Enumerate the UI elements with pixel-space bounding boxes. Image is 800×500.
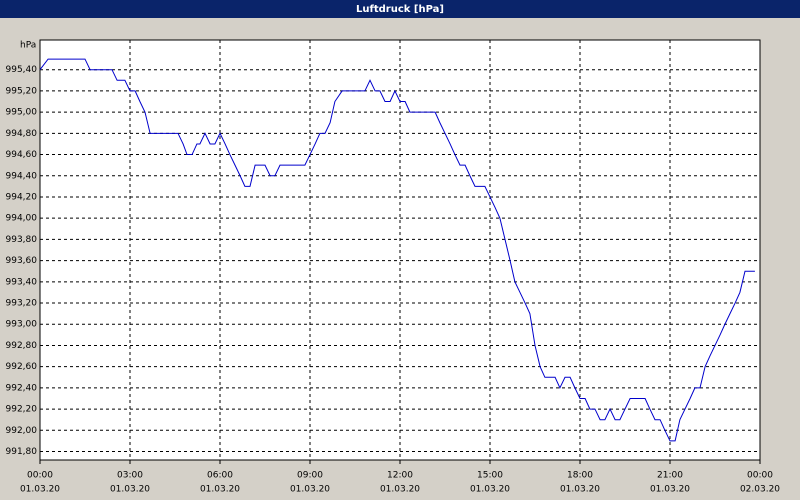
- y-tick-label: 993,40: [6, 277, 38, 287]
- y-tick-label: 992,60: [6, 362, 38, 372]
- x-tick-label: 18:00: [567, 471, 593, 481]
- x-tick-label: 12:00: [387, 471, 413, 481]
- x-tick-label: 21:00: [657, 471, 683, 481]
- y-tick-label: 992,20: [6, 405, 38, 415]
- y-tick-label: 994,60: [6, 150, 38, 160]
- data-line: [39, 58, 755, 442]
- y-tick-label: 991,80: [6, 447, 38, 457]
- x-tick-date: 01.03.20: [470, 485, 510, 495]
- x-tick-date: 01.03.20: [290, 485, 330, 495]
- x-tick-label: 15:00: [477, 471, 503, 481]
- x-tick-label: 00:00: [27, 471, 53, 481]
- x-tick-date: 01.03.20: [560, 485, 600, 495]
- x-tick-label: 09:00: [297, 471, 323, 481]
- y-tick-label: 994,00: [6, 214, 38, 224]
- y-tick-label: 995,00: [6, 108, 38, 118]
- title-bar: [0, 0, 800, 18]
- y-tick-label: 992,80: [6, 341, 38, 351]
- y-tick-label: 994,20: [6, 192, 38, 202]
- x-tick-date: 01.03.20: [200, 485, 240, 495]
- y-tick-label: 992,00: [6, 426, 38, 436]
- x-tick-date: 02.03.20: [740, 485, 780, 495]
- y-tick-label: 993,20: [6, 299, 38, 309]
- y-tick-label: 993,00: [6, 320, 38, 330]
- x-tick-label: 03:00: [117, 471, 143, 481]
- y-tick-label: 993,80: [6, 235, 38, 245]
- y-tick-label: 993,60: [6, 256, 38, 266]
- x-tick-date: 01.03.20: [380, 485, 420, 495]
- y-tick-label: 995,20: [6, 86, 38, 96]
- y-tick-label: 992,40: [6, 383, 38, 393]
- x-tick-date: 01.03.20: [650, 485, 690, 495]
- x-tick-date: 01.03.20: [20, 485, 60, 495]
- y-axis-label: hPa: [20, 41, 36, 51]
- y-tick-label: 994,40: [6, 171, 38, 181]
- y-tick-label: 995,40: [6, 65, 38, 75]
- x-tick-date: 01.03.20: [110, 485, 150, 495]
- x-tick-label: 00:00: [747, 471, 773, 481]
- y-tick-label: 994,80: [6, 129, 38, 139]
- chart-title: Luftdruck [hPa]: [356, 4, 444, 15]
- x-tick-label: 06:00: [207, 471, 233, 481]
